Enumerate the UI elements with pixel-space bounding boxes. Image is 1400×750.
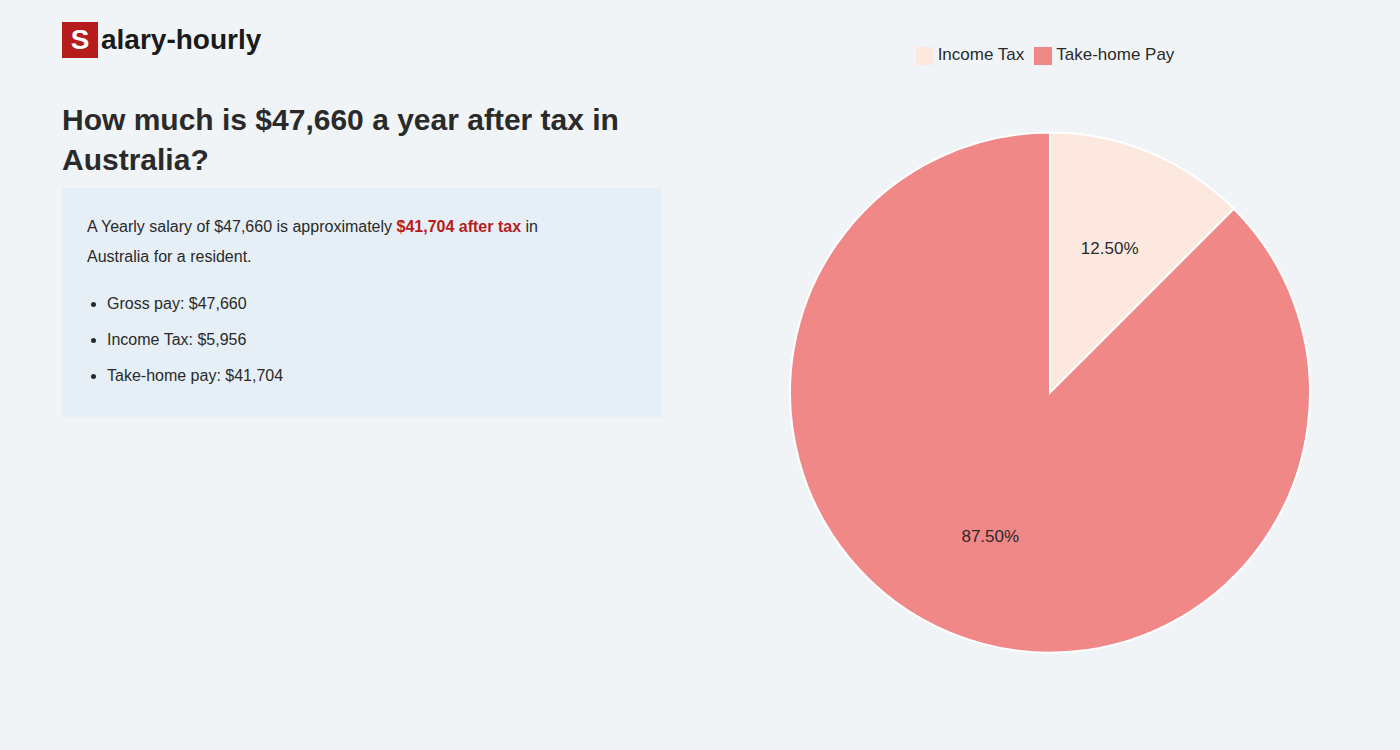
html-text:alary-hourly: alary-hourly bbox=[101, 24, 262, 55]
html-text:Gross pay: $47,660: Gross pay: $47,660 bbox=[107, 295, 247, 312]
html-text:Income Tax: Income Tax bbox=[937, 45, 1025, 64]
svg-text:87.50%: 87.50% bbox=[961, 527, 1019, 546]
html-text:S: S bbox=[70, 24, 90, 55]
html-text:Australia for a resident.: Australia for a resident. bbox=[87, 248, 252, 265]
html-text:Take-home pay: $41,704: Take-home pay: $41,704 bbox=[107, 367, 284, 384]
svg-text:12.50%: 12.50% bbox=[1081, 239, 1139, 258]
html-text:Take-home Pay: Take-home Pay bbox=[1056, 45, 1175, 64]
html-text:Income Tax: $5,956: Income Tax: $5,956 bbox=[107, 331, 247, 348]
html-text:Australia?: Australia? bbox=[62, 143, 209, 176]
html-text:A Yearly salary of $47,660 is: A Yearly salary of $47,660 is approximat… bbox=[87, 218, 538, 235]
html-text:How much is $47,660 a year aft: How much is $47,660 a year after tax in bbox=[62, 103, 619, 136]
